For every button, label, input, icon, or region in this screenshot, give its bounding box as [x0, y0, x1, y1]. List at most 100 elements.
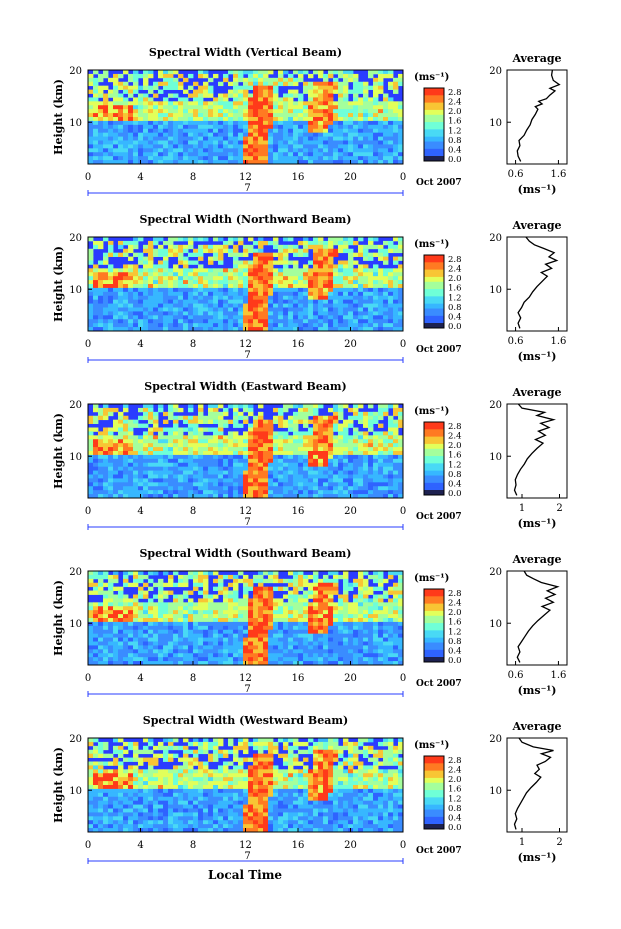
- heatmap-cell: [348, 466, 354, 471]
- heatmap-cell: [253, 315, 259, 320]
- heatmap-cell: [228, 470, 234, 475]
- heatmap-cell: [218, 144, 224, 149]
- heatmap-cell: [203, 602, 209, 607]
- heatmap-cell: [328, 81, 334, 87]
- heatmap-cell: [318, 582, 324, 588]
- heatmap-cell: [338, 407, 344, 413]
- heatmap-cell: [163, 77, 169, 83]
- heatmap-cell: [308, 435, 314, 440]
- heatmap-cell: [98, 451, 104, 456]
- x-tick-label: 20: [344, 506, 357, 517]
- heatmap-cell: [368, 470, 374, 475]
- heatmap-cell: [103, 70, 109, 75]
- heatmap-cell: [368, 427, 374, 432]
- heatmap-cell: [343, 439, 349, 444]
- heatmap-cell: [118, 590, 124, 595]
- heatmap-cell: [178, 299, 184, 304]
- heatmap-cell: [98, 435, 104, 440]
- heatmap-cell: [248, 132, 254, 137]
- heatmap-cell: [123, 160, 129, 165]
- heatmap-cell: [333, 443, 339, 448]
- heatmap-cell: [98, 582, 104, 588]
- heatmap-cell: [353, 77, 359, 83]
- heatmap-cell: [253, 140, 259, 145]
- heatmap-cell: [343, 264, 349, 269]
- heatmap-cell: [353, 621, 359, 627]
- heatmap-cell: [138, 590, 144, 595]
- heatmap-cell: [158, 621, 164, 627]
- heatmap-cell: [348, 291, 354, 297]
- heatmap-cell: [218, 478, 224, 483]
- heatmap-cell: [193, 291, 199, 297]
- heatmap-cell: [308, 128, 314, 134]
- heatmap-cell: [398, 462, 404, 468]
- heatmap-cell: [143, 490, 149, 495]
- heatmap-cell: [373, 621, 379, 627]
- heatmap-cell: [363, 454, 369, 460]
- heatmap-cell: [328, 105, 334, 110]
- heatmap-cell: [373, 618, 379, 623]
- heatmap-cell: [353, 407, 359, 413]
- heatmap-cell: [348, 268, 354, 273]
- heatmap-cell: [163, 260, 169, 265]
- heatmap-cell: [118, 494, 124, 499]
- heatmap-cell: [363, 256, 369, 261]
- heatmap-cell: [383, 606, 389, 611]
- heatmap-cell: [143, 319, 149, 324]
- heatmap-cell: [118, 109, 124, 114]
- heatmap-cell: [313, 482, 319, 487]
- heatmap-cell: [233, 598, 239, 603]
- heatmap-cell: [108, 120, 114, 126]
- heatmap-cell: [398, 136, 404, 141]
- heatmap-cell: [208, 315, 214, 320]
- heatmap-cell: [363, 85, 369, 90]
- heatmap-cell: [343, 303, 349, 308]
- heatmap-cell: [243, 443, 249, 448]
- heatmap-cell: [333, 323, 339, 328]
- heatmap-cell: [323, 136, 329, 141]
- heatmap-cell: [368, 85, 374, 90]
- heatmap-cell: [143, 280, 149, 285]
- heatmap-cell: [258, 256, 264, 261]
- heatmap-cell: [118, 140, 124, 145]
- heatmap-cell: [108, 124, 114, 130]
- heatmap-cell: [113, 280, 119, 285]
- heatmap-cell: [188, 590, 194, 595]
- heatmap-cell: [388, 248, 394, 254]
- heatmap-cell: [188, 252, 194, 257]
- heatmap-cell: [323, 431, 329, 436]
- heatmap-cell: [368, 590, 374, 595]
- heatmap-cell: [273, 237, 279, 242]
- heatmap-cell: [323, 109, 329, 114]
- heatmap-cell: [93, 482, 99, 487]
- heatmap-cell: [398, 248, 404, 254]
- heatmap-cell: [88, 252, 94, 257]
- heatmap-cell: [238, 287, 244, 293]
- heatmap-cell: [378, 268, 384, 273]
- heatmap-cell: [363, 124, 369, 130]
- heatmap-cell: [338, 276, 344, 281]
- heatmap-cell: [193, 478, 199, 483]
- heatmap-cell: [148, 70, 154, 75]
- heatmap-cell: [303, 606, 309, 611]
- heatmap-cell: [173, 610, 179, 615]
- heatmap-cell: [398, 315, 404, 320]
- heatmap-cell: [143, 610, 149, 615]
- heatmap-cell: [108, 101, 114, 106]
- heatmap-cell: [298, 101, 304, 106]
- heatmap-cell: [128, 478, 134, 483]
- heatmap-cell: [288, 621, 294, 627]
- heatmap-cell: [278, 73, 284, 79]
- heatmap-cell: [318, 404, 324, 409]
- heatmap-cell: [138, 454, 144, 460]
- heatmap-cell: [353, 113, 359, 118]
- heatmap-cell: [193, 136, 199, 141]
- heatmap-cell: [143, 621, 149, 627]
- heatmap-cell: [398, 113, 404, 118]
- heatmap-cell: [188, 451, 194, 456]
- heatmap-cell: [293, 494, 299, 499]
- heatmap-cell: [173, 486, 179, 491]
- heatmap-cell: [328, 610, 334, 615]
- colorbar-segment: [424, 443, 444, 447]
- heatmap-cell: [113, 451, 119, 456]
